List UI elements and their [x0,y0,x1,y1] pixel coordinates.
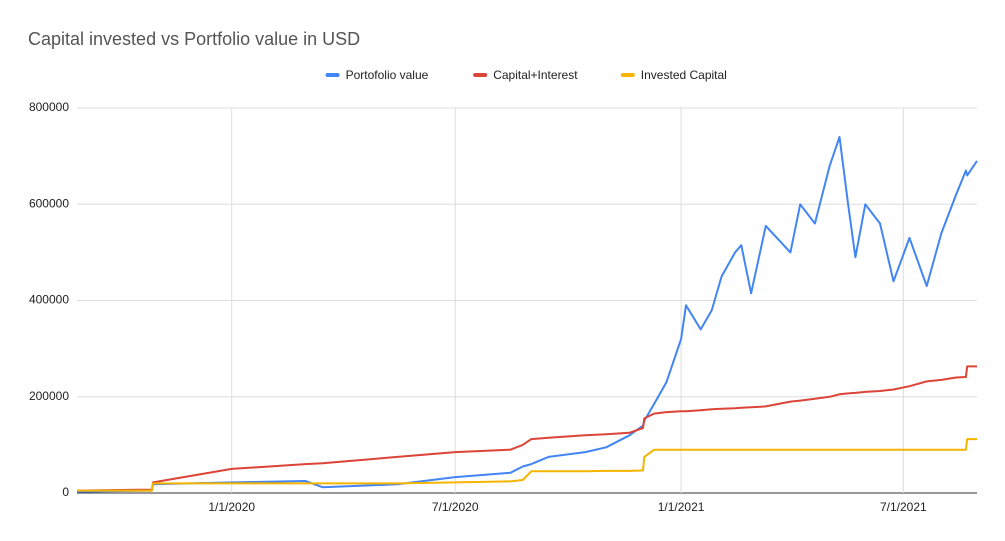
series-line [76,365,977,492]
x-tick-label: 1/1/2021 [658,500,705,514]
legend-label: Portofolio value [346,68,429,82]
legend-label: Capital+Interest [493,68,578,82]
legend-swatch [473,73,488,77]
y-tick-label: 0 [62,485,69,499]
y-tick-label: 800000 [29,100,69,114]
y-tick-label: 600000 [29,196,69,210]
x-tick-label: 7/1/2021 [880,500,927,514]
series-line [77,438,977,492]
y-tick-label: 400000 [29,293,69,307]
x-tick-label: 7/1/2020 [432,500,479,514]
legend-swatch [620,73,635,77]
legend-swatch [325,73,340,77]
y-tick-label: 200000 [29,389,69,403]
series-line [76,135,978,493]
legend-label: Invested Capital [641,68,727,82]
chart-title: Capital invested vs Portfolio value in U… [28,29,360,49]
x-tick-label: 1/1/2020 [208,500,255,514]
